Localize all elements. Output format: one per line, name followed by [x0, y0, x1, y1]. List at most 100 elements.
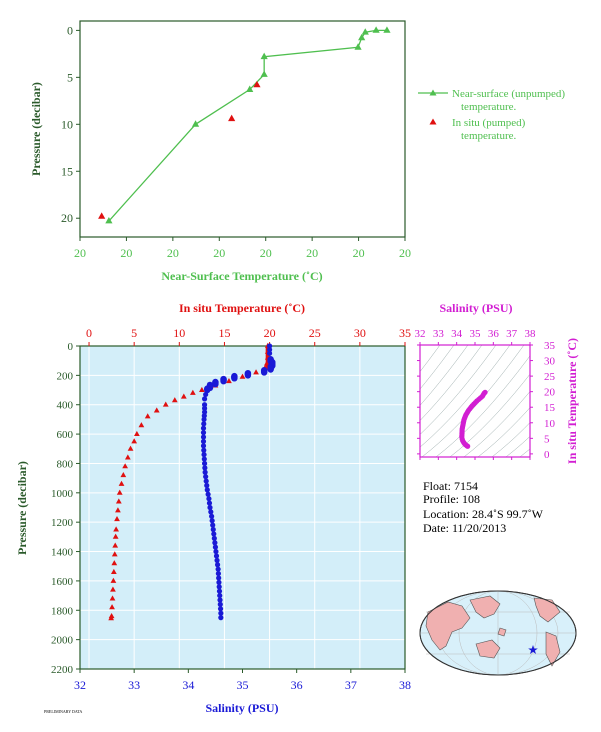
pumped-point — [98, 212, 106, 219]
temperature-point — [153, 407, 160, 413]
ts-temp-tick-label: 10 — [544, 418, 556, 430]
temperature-point — [189, 389, 196, 395]
ts-sal-tick-label: 33 — [433, 328, 445, 340]
unpumped-point — [260, 52, 268, 60]
salinity-tick-label: 36 — [291, 678, 303, 692]
salinity-point — [200, 438, 207, 445]
salinity-point — [244, 372, 252, 379]
salinity-point — [266, 350, 273, 356]
x-tick-label: 20 — [353, 246, 365, 260]
salinity-point — [216, 588, 223, 594]
salinity-point — [217, 606, 224, 612]
temperature-point — [111, 560, 118, 566]
near-surface-series — [98, 26, 391, 224]
salinity-point — [266, 343, 273, 349]
temperature-point — [115, 498, 122, 504]
salinity-point — [201, 447, 207, 453]
temperature-point — [109, 604, 115, 610]
temperature-point — [108, 612, 115, 619]
salinity-point — [202, 469, 208, 475]
pumped-point — [228, 114, 236, 122]
profile-plot-area — [80, 346, 405, 669]
pumped-point — [253, 80, 261, 88]
salinity-point — [231, 375, 238, 382]
pressure-axis: 0 200 400 600 800 1000 1200 1400 1600 1800 2000 220… — [51, 341, 80, 676]
temperature-point — [124, 454, 131, 460]
map-outline — [419, 590, 577, 676]
pressure-tick-label: 800 — [57, 458, 74, 470]
salinity-point — [201, 421, 207, 427]
salinity-point — [211, 531, 217, 537]
salinity-point — [206, 496, 212, 502]
temperature-point — [131, 438, 138, 444]
salinity-point — [201, 396, 208, 402]
footer-code: PRELIMINARY DATA — [44, 709, 82, 714]
float-number: Float: 7154 — [423, 479, 478, 493]
unpumped-point — [372, 26, 380, 33]
ts-point — [465, 443, 471, 449]
pressure-tick-label: 600 — [57, 429, 74, 441]
ts-temp-tick-label: 30 — [544, 356, 556, 368]
pressure-tick-label: 0 — [68, 341, 74, 353]
salinity-point — [201, 405, 208, 411]
salinity-point — [220, 378, 227, 385]
salinity-point — [203, 474, 209, 480]
temperature-point — [171, 397, 178, 403]
profile-number: Profile: 108 — [423, 492, 480, 506]
legend-marker-unpumped — [429, 89, 437, 96]
salinity-point — [266, 347, 273, 353]
profile-gridlines — [80, 346, 405, 669]
temp-tick-label: 30 — [354, 326, 366, 340]
salinity-tick-label: 34 — [182, 678, 194, 692]
density-contour — [420, 345, 469, 406]
legend-marker-pumped — [429, 118, 437, 125]
salinity-point — [204, 386, 211, 394]
salinity-point — [205, 491, 211, 497]
density-contour — [420, 345, 455, 390]
density-contour — [520, 325, 601, 467]
ts-temp-tick-label: 35 — [544, 340, 556, 352]
temperature-point — [122, 463, 129, 469]
salinity-point — [201, 416, 207, 423]
ts-series — [459, 389, 488, 449]
temperature-point — [110, 586, 116, 592]
ts-temp-tick-label: 20 — [544, 387, 556, 399]
density-contour — [420, 345, 511, 448]
temperature-point — [111, 551, 118, 557]
salinity-point — [213, 548, 219, 555]
salinity-point — [200, 434, 207, 440]
salinity-tick-label: 32 — [74, 678, 86, 692]
salinity-point — [206, 500, 213, 506]
salinity-tick-label: 33 — [128, 678, 140, 692]
near-surface-y-axis: 0 5 10 15 20 — [61, 23, 80, 225]
salinity-point — [214, 562, 221, 568]
pressure-axis-label: Pressure (decibar) — [15, 461, 29, 555]
profile-panel: 0 5 10 15 20 25 30 35 32 33 34 35 36 37 38 0 200 400 600… — [15, 301, 411, 715]
temperature-axis-label: In situ Temperature (˚C) — [179, 301, 305, 315]
temperature-point — [113, 526, 119, 532]
salinity-point — [216, 584, 222, 590]
ts-sal-tick-label: 36 — [488, 328, 500, 340]
salinity-point — [260, 369, 268, 376]
salinity-point — [200, 425, 207, 431]
y-tick-label: 15 — [61, 164, 73, 178]
salinity-point — [204, 482, 210, 489]
salinity-point — [213, 553, 220, 559]
salinity-point — [267, 366, 274, 373]
salinity-tick-label: 37 — [345, 678, 357, 692]
unpumped-point — [361, 28, 369, 35]
salinity-point — [218, 610, 224, 616]
salinity-point — [201, 460, 208, 467]
salinity-point — [209, 513, 215, 519]
salinity-point — [209, 518, 215, 524]
salinity-point — [212, 380, 219, 388]
x-tick-label: 20 — [74, 246, 86, 260]
temperature-point — [118, 480, 125, 486]
x-tick-label: 20 — [213, 246, 225, 260]
temperature-point — [162, 401, 169, 407]
pressure-tick-label: 200 — [57, 370, 74, 382]
salinity-point — [207, 504, 213, 511]
pressure-tick-label: 1000 — [51, 488, 74, 500]
salinity-point — [202, 465, 208, 471]
